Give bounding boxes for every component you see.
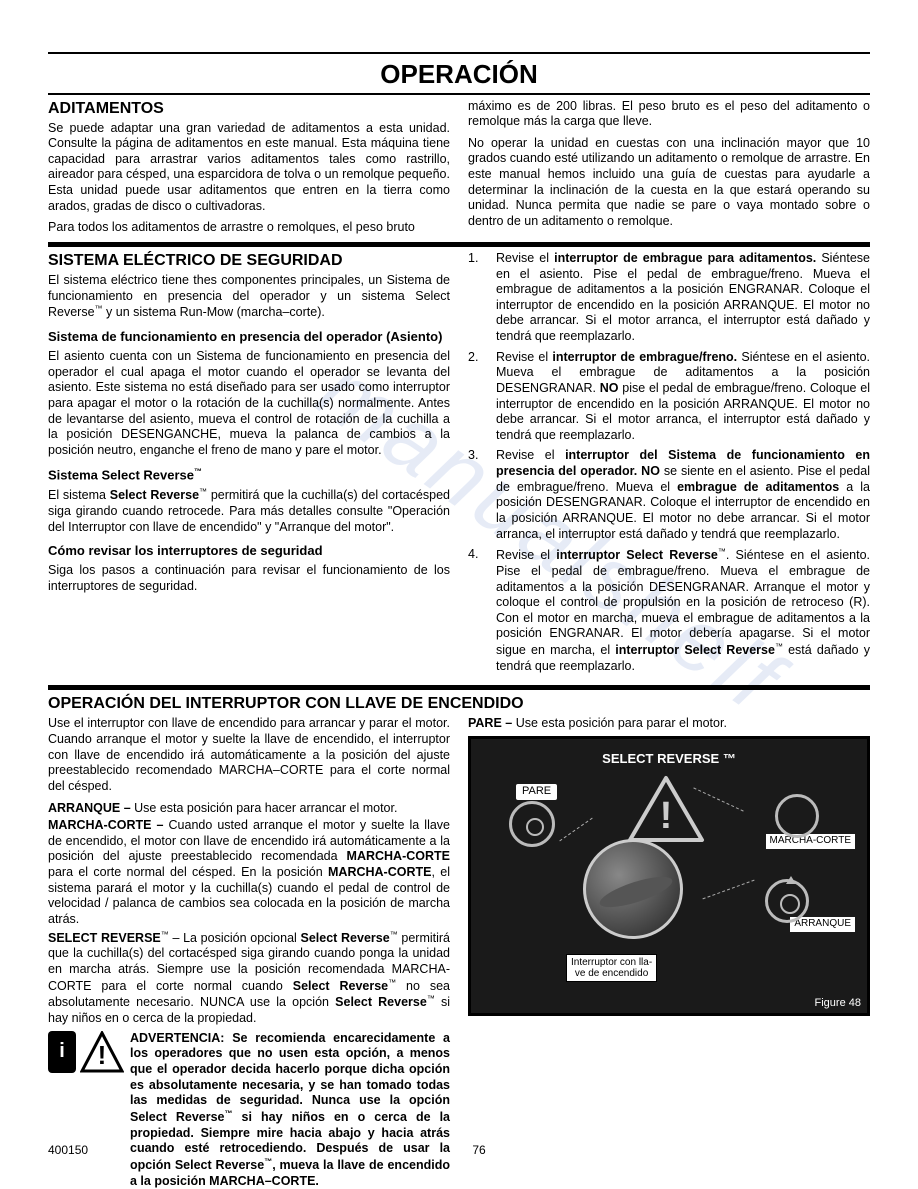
step-3: Revise el interruptor del Sistema de fun… [468,448,870,542]
fig-ignition-knob [583,839,683,939]
fig-dashline [702,880,754,900]
heading-presencia-operador: Sistema de funcionamiento en presencia d… [48,329,450,345]
rule-under-title [48,93,870,95]
heading-aditamentos: ADITAMENTOS [48,99,450,119]
heading-revisar-interruptores: Cómo revisar los interruptores de seguri… [48,543,450,559]
fig-select-reverse-label: SELECT REVERSE ™ [602,751,736,767]
warning-block: i ! ADVERTENCIA: Se recomienda encarecid… [48,1031,450,1189]
op-arranque: ARRANQUE – Use esta posición para hacer … [48,801,450,817]
ignition-switch-figure: SELECT REVERSE ™ ! PARE MARCHA-CORTE ARR… [468,736,870,1016]
op-pare: PARE – Use esta posición para parar el m… [468,716,870,732]
aditamentos-p2: Para todos los aditamentos de arrastre o… [48,220,450,236]
aditamentos-p1: Se puede adaptar una gran variedad de ad… [48,121,450,215]
step-4: Revise el interruptor Select Reverse™. S… [468,547,870,674]
warning-triangle-icon: ! [80,1031,124,1073]
presencia-operador-p: El asiento cuenta con un Sistema de func… [48,349,450,458]
fig-arranque-label: ARRANQUE [790,917,855,932]
aditamentos-right-p2: No operar la unidad en cuestas con una i… [468,136,870,230]
page-title: OPERACIÓN [48,58,870,91]
figure-caption: Figure 48 [815,997,861,1011]
fig-pare-icon [509,801,555,847]
heading-operacion-interruptor: OPERACIÓN DEL INTERRUPTOR CON LLAVE DE E… [48,694,870,714]
fig-pare-label: PARE [516,784,557,800]
select-reverse-p: El sistema Select Reverse™ permitirá que… [48,487,450,535]
rule-thick-1 [48,242,870,247]
fig-dashline [559,818,592,842]
svg-text:!: ! [660,795,673,837]
step-2: Revise el interruptor de embrague/freno.… [468,350,870,444]
op-p1: Use el interruptor con llave de encendid… [48,716,450,794]
warning-text: ADVERTENCIA: Se recomienda encarecidamen… [130,1031,450,1189]
fig-marcha-corte-icon [775,794,819,838]
step-1: Revise el interruptor de embrague para a… [468,251,870,345]
aditamentos-right-p1: máximo es de 200 libras. El peso bruto e… [468,99,870,130]
heading-sistema-electrico: SISTEMA ELÉCTRICO DE SEGURIDAD [48,251,450,271]
revisar-p: Siga los pasos a continuación para revis… [48,563,450,594]
fig-marcha-corte-label: MARCHA-CORTE [766,834,855,849]
fig-knob-label: Interruptor con lla-ve de encendido [566,954,657,982]
sistema-p1: El sistema eléctrico tiene thes componen… [48,273,450,321]
op-select-reverse: SELECT REVERSE™ – La posición opcional S… [48,930,450,1027]
fig-arranque-icon [765,879,809,923]
op-marcha-corte: MARCHA-CORTE – Cuando usted arranque el … [48,818,450,927]
heading-select-reverse: Sistema Select Reverse™ [48,467,450,484]
rule-top [48,52,870,54]
fig-warning-triangle-icon: ! [626,774,706,844]
svg-text:!: ! [98,1040,107,1070]
steps-list: Revise el interruptor de embrague para a… [468,251,870,675]
rule-thick-2 [48,685,870,690]
info-icon: i [48,1031,76,1073]
